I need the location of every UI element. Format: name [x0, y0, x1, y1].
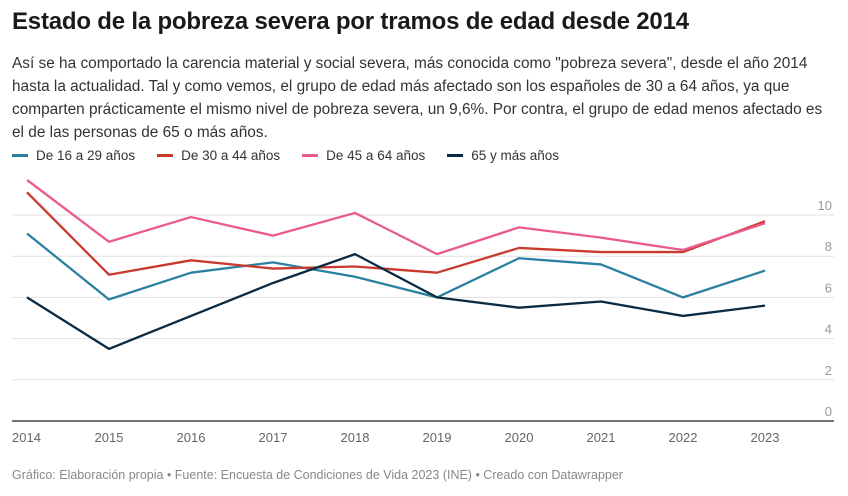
x-tick-label: 2022 [669, 430, 698, 445]
x-tick-label: 2017 [259, 430, 288, 445]
x-tick-label: 2020 [505, 430, 534, 445]
series-line-2 [26, 191, 766, 276]
x-tick-label: 2014 [12, 430, 41, 445]
legend-label: 65 y más años [471, 148, 560, 163]
footer-credits: Gráfico: Elaboración propia • Fuente: En… [12, 468, 623, 482]
legend-label: De 30 a 44 años [181, 148, 281, 163]
legend-item: De 30 a 44 años [157, 148, 280, 163]
y-tick-label: 2 [825, 363, 832, 378]
x-tick-label: 2018 [341, 430, 370, 445]
x-tick-label: 2021 [587, 430, 616, 445]
legend-label: De 16 a 29 años [36, 148, 136, 163]
legend-swatch [302, 154, 319, 157]
y-tick-label: 6 [825, 280, 832, 295]
legend-item: De 45 a 64 años [302, 148, 425, 163]
y-tick-label: 0 [825, 404, 832, 419]
legend-item: 65 y más años [447, 148, 559, 163]
x-tick-label: 2019 [423, 430, 452, 445]
series-line-3 [26, 179, 766, 256]
series-line-4 [26, 252, 766, 351]
legend-swatch [157, 154, 174, 157]
legend-item: De 16 a 29 años [12, 148, 135, 163]
y-tick-label: 10 [818, 198, 832, 213]
chart-title: Estado de la pobreza severa por tramos d… [12, 8, 689, 35]
x-tick-label: 2016 [177, 430, 206, 445]
legend-label: De 45 a 64 años [326, 148, 426, 163]
series-line-1 [26, 232, 766, 301]
legend-swatch [447, 154, 464, 157]
x-tick-label: 2015 [95, 430, 124, 445]
legend: De 16 a 29 años De 30 a 44 años De 45 a 64… [12, 148, 559, 163]
x-tick-label: 2023 [751, 430, 780, 445]
legend-swatch [12, 154, 28, 157]
chart-description: Así se ha comportado la carencia materia… [12, 55, 823, 141]
y-tick-label: 8 [825, 239, 832, 254]
y-tick-label: 4 [825, 322, 832, 337]
